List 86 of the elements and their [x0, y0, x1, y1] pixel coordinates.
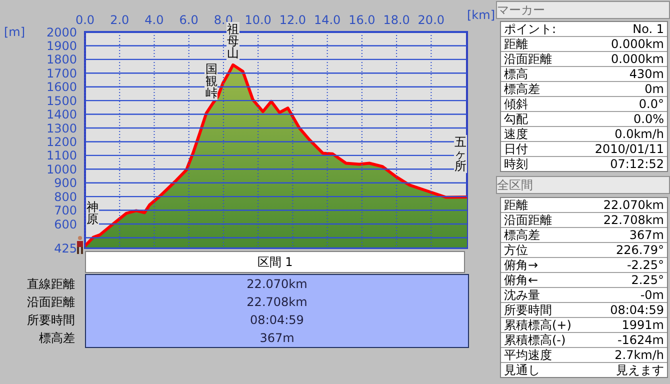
y-tick-label: 700 [54, 204, 77, 218]
text: -0m [640, 288, 664, 302]
text: 0.0° [638, 97, 664, 111]
x-tick-label: 10.0 [244, 13, 272, 27]
text: 22.708km [246, 294, 308, 311]
text: 22.708km [603, 213, 664, 227]
y-tick-label: 800 [54, 190, 77, 204]
y-tick-label: 1800 [46, 52, 77, 67]
y-axis-title: [m] [4, 25, 26, 39]
text: 俯角← [504, 273, 538, 287]
text: 367m [629, 228, 664, 242]
text: 全区間 [496, 176, 670, 194]
y-tick-label: 2000 [46, 25, 77, 40]
text: 07:12:52 [610, 157, 664, 171]
text: 日付 [504, 142, 528, 156]
x-axis-title: [km] [467, 8, 496, 22]
text: 方位 [504, 243, 528, 257]
text: 2.25° [631, 273, 664, 287]
x-tick-label: 6.0 [179, 13, 198, 27]
text: 2.7km/h [614, 348, 664, 362]
annotation: 神原 [86, 200, 99, 226]
text: No. 1 [632, 22, 664, 36]
text: -1624m [617, 333, 664, 347]
y-tick-label: 1400 [46, 108, 77, 122]
text: 標高 [504, 67, 528, 81]
text: 430m [629, 67, 664, 81]
text: 時刻 [504, 157, 528, 171]
y-tick-label: 1500 [46, 94, 77, 108]
y-tick-label: 425 [54, 241, 77, 256]
y-tick-label: 1900 [46, 38, 77, 53]
text: 標高差 [504, 82, 540, 96]
annotation: 五ヶ所 [454, 134, 467, 173]
text: 08:04:59 [610, 303, 664, 317]
text: ポイント: [504, 22, 556, 36]
x-tick-label: 20.0 [418, 13, 445, 27]
text: 標高差 [39, 330, 75, 347]
text: マーカー [496, 1, 670, 19]
y-tick-label: 1700 [46, 66, 77, 80]
y-tick-label: 1000 [46, 162, 77, 176]
x-tick-label: 4.0 [144, 13, 164, 27]
text: 0.000km [611, 37, 664, 51]
text: 区間 1 [85, 251, 465, 273]
y-tick-label: 1100 [46, 148, 77, 163]
text: 所要時間 [27, 312, 75, 329]
text: 1991m [622, 318, 664, 332]
text: 沿面距離 [27, 294, 75, 311]
text: 累積標高(+) [504, 318, 572, 332]
text: 速度 [504, 127, 528, 141]
text: 22.070km [603, 198, 664, 212]
text: 俯角→ [504, 258, 538, 272]
x-tick-label: 16.0 [348, 13, 376, 27]
text: 距離 [504, 37, 528, 51]
text: 226.79° [616, 243, 664, 257]
text: 累積標高(-) [504, 333, 566, 347]
annotation: 国観峠 [204, 62, 218, 100]
text: 沈み量 [504, 288, 540, 302]
text: 0.000km [611, 52, 664, 66]
text: -2.25° [626, 258, 664, 272]
x-tick-label: 18.0 [383, 13, 410, 27]
text: 2010/01/11 [594, 142, 664, 156]
text: 距離 [504, 198, 528, 212]
text: 0.0% [634, 112, 664, 126]
y-tick-label: 1600 [46, 80, 77, 94]
x-tick-label: 12.0 [279, 13, 306, 27]
y-tick-label: 900 [54, 176, 77, 190]
text: 平均速度 [504, 348, 552, 362]
text: 勾配 [504, 112, 528, 126]
text: 直線距離 [27, 276, 75, 293]
text: 沿面距離 [504, 213, 552, 227]
x-tick-label: 2.0 [110, 13, 130, 27]
text: 367m [258, 330, 296, 347]
text: 所要時間 [504, 303, 552, 317]
y-tick-label: 1300 [46, 121, 77, 136]
y-tick-label: 600 [54, 217, 77, 232]
x-tick-label: 0.0 [75, 13, 95, 27]
text: 見えます [616, 363, 664, 377]
text: 沿面距離 [504, 52, 552, 66]
text: 22.070km [246, 276, 308, 293]
x-tick-label: 14.0 [314, 13, 341, 27]
text: 08:04:59 [249, 312, 305, 329]
text: 見通し [504, 363, 540, 377]
text: 0.0km/h [614, 127, 664, 141]
text: 0m [644, 82, 664, 96]
text: 傾斜 [504, 97, 528, 111]
text: 標高差 [504, 228, 540, 242]
y-tick-label: 1200 [46, 134, 77, 149]
